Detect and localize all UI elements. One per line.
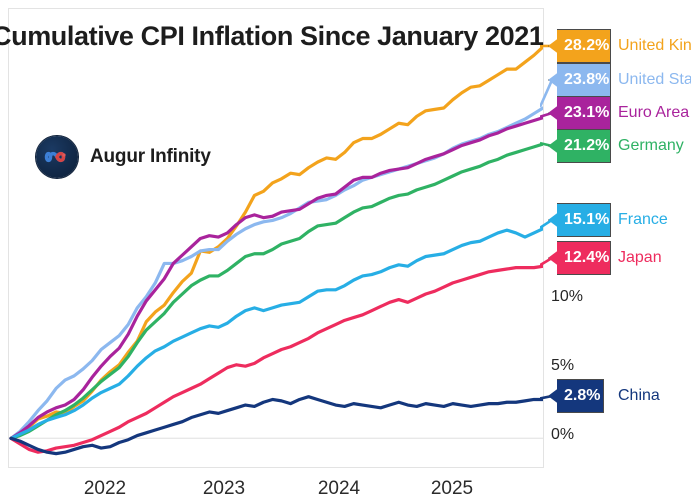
- chart-title: Cumulative CPI Inflation Since January 2…: [0, 21, 544, 51]
- series-value-badge[interactable]: 15.1%: [548, 203, 611, 237]
- y-tick-label: 0%: [551, 426, 575, 444]
- series-value-badge[interactable]: 2.8%: [548, 379, 604, 413]
- brand-logo: [36, 136, 78, 178]
- series-name-label[interactable]: Japan: [618, 249, 662, 266]
- series-line-euro-area: [9, 116, 543, 440]
- y-tick-label: 10%: [551, 287, 584, 305]
- series-line-france: [9, 227, 543, 440]
- x-tick-label: 2023: [202, 478, 246, 499]
- series-name-label[interactable]: Euro Area: [618, 104, 690, 121]
- y-tick-label: 5%: [551, 356, 575, 374]
- line-chart-svg: [9, 45, 543, 456]
- series-value-text: 28.2%: [564, 37, 610, 54]
- series-line-germany: [9, 142, 543, 440]
- series-value-text: 23.8%: [564, 71, 610, 88]
- series-name-label[interactable]: China: [618, 387, 660, 404]
- series-value-badge[interactable]: 12.4%: [548, 241, 611, 275]
- series-line-china: [9, 395, 543, 456]
- series-value-text: 21.2%: [564, 137, 610, 154]
- series-value-text: 23.1%: [564, 104, 610, 121]
- infinity-icon: [36, 136, 78, 178]
- series-line-japan: [9, 264, 543, 454]
- series-name-label[interactable]: Germany: [618, 137, 684, 154]
- x-tick-label: 2025: [430, 478, 474, 499]
- series-name-label[interactable]: United Sta: [618, 71, 691, 88]
- series-connector: [539, 0, 553, 493]
- x-tick-label: 2024: [317, 478, 361, 499]
- brand-name: Augur Infinity: [90, 146, 211, 167]
- x-tick-label: 2022: [83, 478, 127, 499]
- series-value-text: 15.1%: [564, 211, 610, 228]
- series-value-badge[interactable]: 28.2%: [548, 29, 611, 63]
- series-name-label[interactable]: United King: [618, 37, 691, 54]
- series-value-text: 2.8%: [564, 387, 601, 404]
- brand-watermark: Augur Infinity: [36, 136, 211, 178]
- series-value-text: 12.4%: [564, 249, 610, 266]
- series-value-badge[interactable]: 23.1%: [548, 96, 611, 130]
- series-value-badge[interactable]: 23.8%: [548, 63, 611, 97]
- series-connector: [538, 0, 554, 493]
- series-name-label[interactable]: France: [618, 211, 668, 228]
- series-value-badge[interactable]: 21.2%: [548, 129, 611, 163]
- chart-plot-frame: [8, 8, 544, 468]
